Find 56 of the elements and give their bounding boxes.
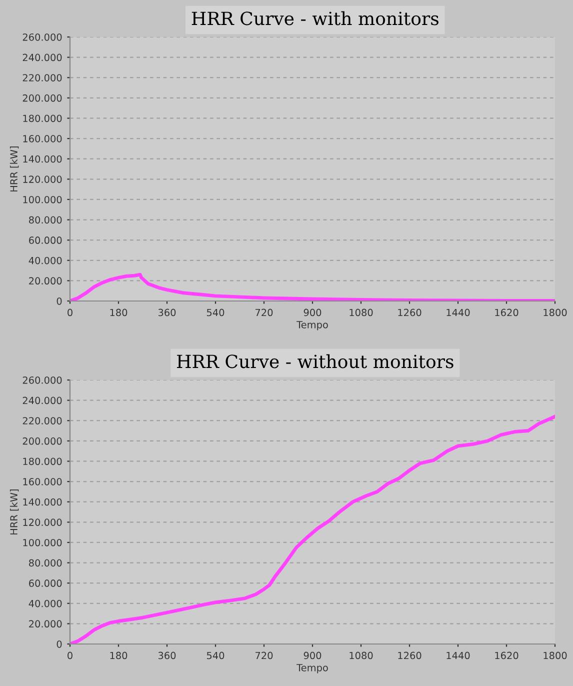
x-tick-label: 900 — [304, 652, 322, 660]
x-tick-label: 1800 — [544, 308, 567, 316]
y-tick-label: 260.000 — [22, 376, 62, 384]
x-tick-label: 540 — [206, 308, 224, 316]
y-tick-label: 20.000 — [29, 620, 62, 628]
y-tick-label: 180.000 — [23, 114, 62, 122]
x-tick-label: 900 — [304, 308, 322, 316]
y-tick-label: 60.000 — [29, 580, 62, 587]
x-tick-label: 1440 — [446, 308, 470, 316]
y-tick-label: 20.000 — [29, 277, 62, 285]
x-tick-label: 180 — [110, 308, 128, 316]
y-axis-title: HRR [kW] — [10, 489, 19, 534]
y-tick-label: 200.000 — [22, 94, 62, 102]
y-tick-label: 180.000 — [23, 458, 62, 466]
y-tick-label: 0 — [56, 640, 62, 648]
x-tick-label: 720 — [256, 652, 273, 660]
x-tick-label: 1440 — [446, 652, 470, 660]
y-tick-label: 40.000 — [28, 256, 62, 264]
y-tick-label: 140.000 — [23, 498, 62, 506]
y-tick-label: 160.000 — [23, 478, 62, 486]
x-tick-label: 1620 — [495, 308, 518, 316]
y-tick-label: 120.000 — [23, 518, 62, 526]
y-tick-label: 100.000 — [23, 196, 62, 204]
y-tick-label: 60.000 — [29, 236, 62, 244]
y-tick-label: 200.000 — [22, 437, 62, 445]
y-tick-label: 0 — [56, 297, 62, 305]
x-tick-label: 540 — [206, 652, 224, 660]
chart-title: HRR Curve - with monitors — [192, 11, 438, 26]
y-tick-label: 240.000 — [22, 54, 62, 62]
y-tick-label: 240.000 — [22, 396, 62, 404]
y-tick-label: 100.000 — [23, 538, 62, 546]
x-tick-label: 0 — [68, 308, 72, 316]
y-tick-label: 160.000 — [23, 135, 62, 142]
y-tick-label: 80.000 — [29, 559, 62, 567]
x-axis-title: Tempo — [296, 664, 328, 674]
x-tick-label: 1620 — [495, 652, 518, 660]
x-tick-label: 180 — [110, 652, 128, 660]
y-tick-label: 220.000 — [22, 74, 62, 82]
y-tick-label: 120.000 — [23, 176, 62, 183]
x-axis-title: Tempo — [296, 321, 328, 330]
y-tick-label: 260.000 — [22, 33, 62, 41]
x-tick-label: 1080 — [350, 308, 373, 316]
x-tick-label: 0 — [68, 652, 72, 660]
x-tick-label: 360 — [158, 652, 176, 660]
y-tick-label: 220.000 — [22, 417, 62, 424]
y-tick-label: 80.000 — [29, 216, 62, 224]
y-axis-title: HRR [kW] — [10, 146, 19, 192]
y-tick-label: 40.000 — [28, 600, 62, 608]
x-tick-label: 1800 — [544, 652, 567, 660]
chart-title: HRR Curve - without monitors — [177, 354, 454, 368]
x-tick-label: 1260 — [398, 652, 422, 660]
x-tick-label: 360 — [158, 308, 176, 316]
x-tick-label: 1080 — [350, 652, 373, 660]
y-tick-label: 140.000 — [23, 155, 62, 163]
x-tick-label: 720 — [256, 308, 273, 316]
x-tick-label: 1260 — [398, 308, 422, 316]
